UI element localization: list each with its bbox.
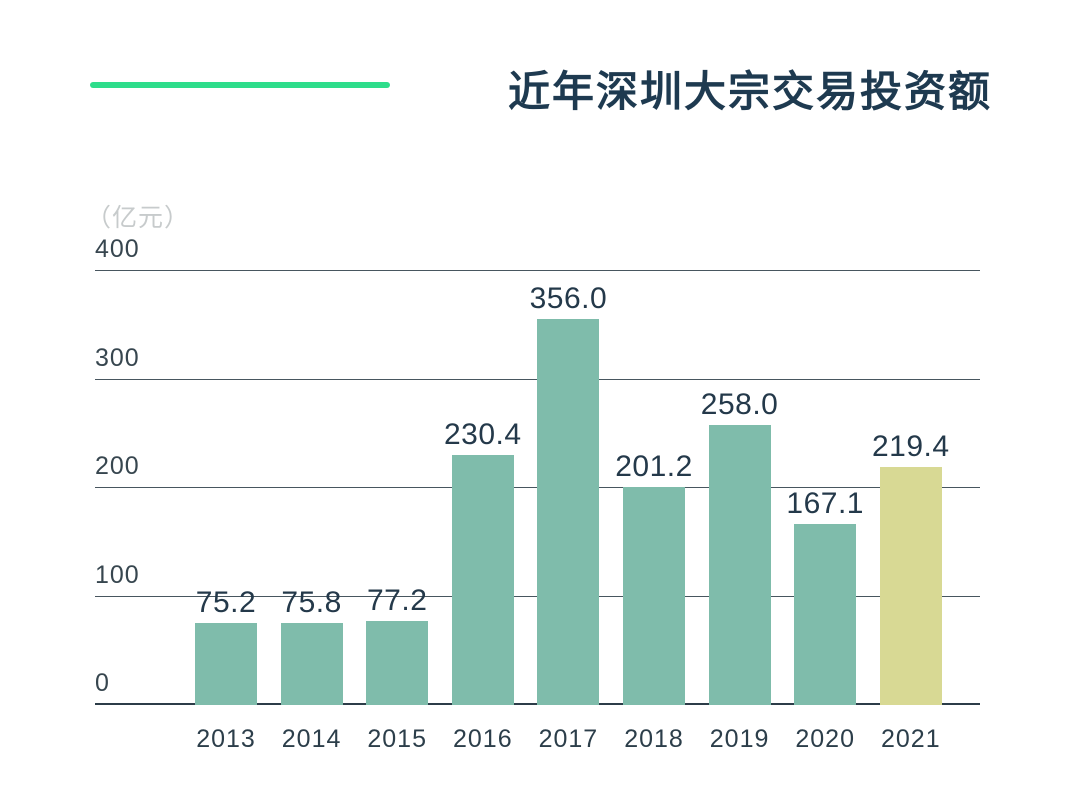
y-tick-label: 300 xyxy=(95,343,140,372)
bar-2013 xyxy=(195,623,257,705)
bar-value-label: 77.2 xyxy=(366,584,428,618)
x-tick-label: 2019 xyxy=(709,725,770,753)
bar-value-label: 75.2 xyxy=(195,586,257,620)
title-accent-line xyxy=(90,82,390,88)
x-tick-label: 2021 xyxy=(880,725,941,753)
bar-2021 xyxy=(879,466,942,705)
bar-2016 xyxy=(451,455,514,705)
x-tick-label: 2020 xyxy=(795,725,855,753)
bar-value-label: 356.0 xyxy=(529,281,608,315)
x-tick-label: 2014 xyxy=(281,725,342,753)
bar-2019 xyxy=(708,425,771,705)
x-tick-label: 2018 xyxy=(624,725,684,753)
gridline xyxy=(95,270,980,271)
bar-2015 xyxy=(366,621,429,705)
bar-value-label: 219.4 xyxy=(872,429,950,463)
y-tick-label: 0 xyxy=(95,669,110,697)
y-tick-label: 400 xyxy=(95,235,140,263)
y-axis-unit-label: （亿元） xyxy=(86,204,191,232)
bar-2018 xyxy=(623,486,685,705)
x-tick-label: 2017 xyxy=(538,725,599,753)
y-tick-label: 100 xyxy=(95,560,140,589)
bar-value-label: 258.0 xyxy=(700,388,779,422)
bar-2020 xyxy=(794,523,857,705)
bar-value-label: 201.2 xyxy=(615,449,693,483)
bar-2014 xyxy=(280,622,343,705)
bar-2017 xyxy=(537,318,600,705)
x-tick-label: 2013 xyxy=(196,725,256,753)
x-tick-label: 2015 xyxy=(367,725,427,753)
x-tick-label: 2016 xyxy=(452,725,513,753)
y-tick-label: 200 xyxy=(95,452,140,480)
bar-value-label: 230.4 xyxy=(444,418,522,452)
bar-value-label: 167.1 xyxy=(786,486,864,520)
bar-value-label: 75.8 xyxy=(281,585,342,619)
plot-area: 0 100 200 300 400 75.2 2013 75.8 2014 77.2 2015 230… xyxy=(95,235,980,753)
chart-title: 近年深圳大宗交易投资额 xyxy=(507,68,992,115)
